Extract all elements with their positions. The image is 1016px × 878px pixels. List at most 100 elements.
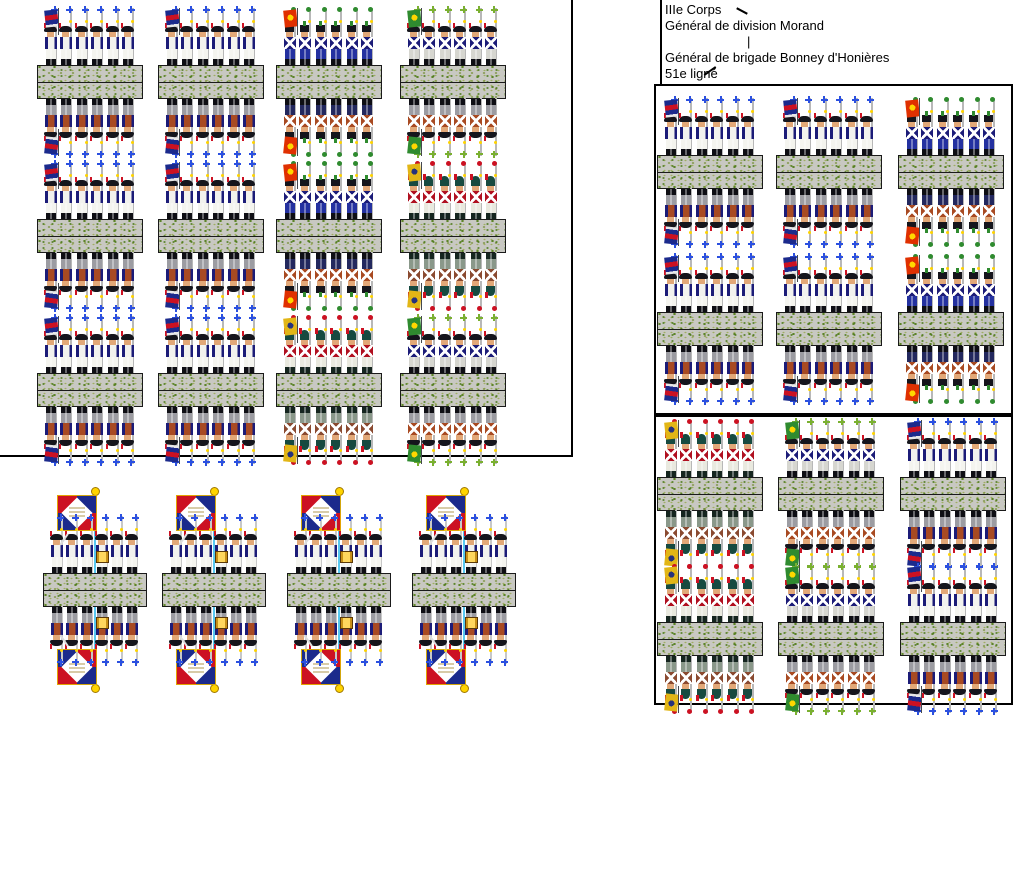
soldier-face — [697, 279, 705, 284]
soldier-face — [986, 684, 994, 689]
soldier-rank — [37, 314, 143, 374]
bicorne-hat-icon — [354, 534, 367, 540]
bayonet-tip-icon — [97, 314, 105, 321]
soldier-face — [667, 122, 674, 127]
soldier-coat — [106, 345, 119, 357]
plume-icon — [679, 113, 682, 118]
musket-band-icon — [205, 141, 209, 144]
soldier-boots — [485, 253, 496, 259]
soldier-legs — [815, 139, 826, 149]
soldier-boots — [409, 99, 419, 105]
musket-band-icon — [735, 432, 739, 435]
soldier-coat — [45, 269, 57, 281]
soldier-rank — [276, 315, 382, 374]
soldier-legs — [985, 517, 996, 527]
soldier-rank-mirrored — [37, 406, 143, 466]
soldier-figure — [59, 514, 80, 574]
soldier-face — [908, 217, 915, 222]
soldier-boots — [346, 253, 357, 259]
soldier-boots — [76, 253, 87, 259]
shako-hat-icon — [315, 25, 325, 32]
soldier-coat — [695, 527, 708, 539]
soldier-legs — [371, 613, 381, 623]
soldier-figure — [664, 188, 679, 248]
soldier-face — [667, 589, 674, 594]
soldier-boots — [216, 567, 226, 573]
bicorne-hat-icon — [195, 180, 209, 186]
soldier-coat — [814, 127, 827, 139]
infantry-unit — [776, 253, 882, 405]
soldier-boots — [787, 511, 797, 517]
plume-icon — [180, 23, 183, 28]
soldier-figure — [211, 160, 226, 220]
flag-pole — [919, 98, 920, 125]
soldier-rank-mirrored — [287, 606, 391, 666]
soldier-figure — [922, 655, 937, 715]
soldier-legs — [496, 557, 506, 567]
soldier-boots — [112, 567, 122, 573]
bayonet-tip-icon — [233, 314, 241, 321]
musket-band-icon — [190, 174, 194, 177]
musket-band-icon — [90, 649, 93, 652]
soldier-legs — [285, 413, 295, 423]
soldier-coat — [680, 205, 693, 217]
soldier-boots — [696, 346, 707, 352]
soldier-face — [93, 32, 101, 37]
soldier-boots — [496, 567, 506, 573]
soldier-legs — [246, 613, 256, 623]
soldier-figure — [241, 314, 257, 374]
bicorne-hat-icon — [434, 534, 447, 540]
soldier-face — [682, 684, 690, 689]
soldier-coat — [245, 623, 257, 635]
soldier-figure — [44, 314, 59, 374]
soldier-legs — [939, 662, 950, 672]
plume-icon — [360, 328, 364, 334]
soldier-figure — [740, 253, 756, 313]
soldier-face — [818, 444, 826, 449]
soldier-face — [410, 32, 417, 37]
soldier-figure — [479, 606, 494, 666]
soldier-legs — [485, 203, 496, 213]
soldier-figure — [90, 6, 105, 66]
flag-pole — [58, 8, 59, 35]
bayonet-tip-icon — [352, 152, 358, 157]
soldier-boots — [800, 346, 811, 352]
soldier-coat — [680, 362, 693, 374]
soldier-figure — [469, 161, 484, 220]
soldier-face — [862, 279, 870, 284]
soldier-boots — [436, 567, 446, 573]
soldier-face — [697, 217, 705, 222]
bayonet-tip-icon — [460, 151, 468, 158]
soldier-coat — [121, 115, 134, 127]
bayonet-tip-icon — [337, 460, 343, 465]
soldier-coat — [969, 449, 982, 461]
musket-band-icon — [429, 528, 432, 531]
soldier-boots — [92, 253, 103, 259]
soldier-boots — [361, 407, 372, 413]
bicorne-hat-icon — [339, 534, 352, 540]
musket-band-icon — [251, 20, 255, 23]
bayonet-tip-icon — [337, 315, 343, 320]
soldier-coat — [862, 449, 875, 461]
soldier-coat — [969, 527, 982, 539]
plume-icon — [345, 328, 349, 334]
soldier-legs — [681, 352, 692, 362]
soldier-boots — [331, 367, 342, 373]
bayonet-tip-icon — [97, 151, 105, 158]
soldier-figure — [982, 254, 997, 313]
soldier-coat — [230, 623, 242, 635]
plume-icon — [680, 432, 684, 438]
unit-flag — [905, 226, 920, 245]
plume-icon — [798, 113, 801, 118]
musket-band-icon — [871, 432, 875, 435]
bayonet-tip-icon — [112, 305, 120, 312]
musket-band-icon — [869, 267, 873, 270]
soldier-legs — [712, 606, 723, 616]
soldier-coat — [832, 672, 845, 684]
camo-base-strip — [776, 155, 882, 189]
soldier-figure — [494, 514, 509, 574]
shako-hat-icon — [922, 115, 932, 122]
soldier-face — [713, 122, 721, 127]
musket-band-icon — [364, 649, 367, 652]
drum-icon — [465, 617, 478, 629]
